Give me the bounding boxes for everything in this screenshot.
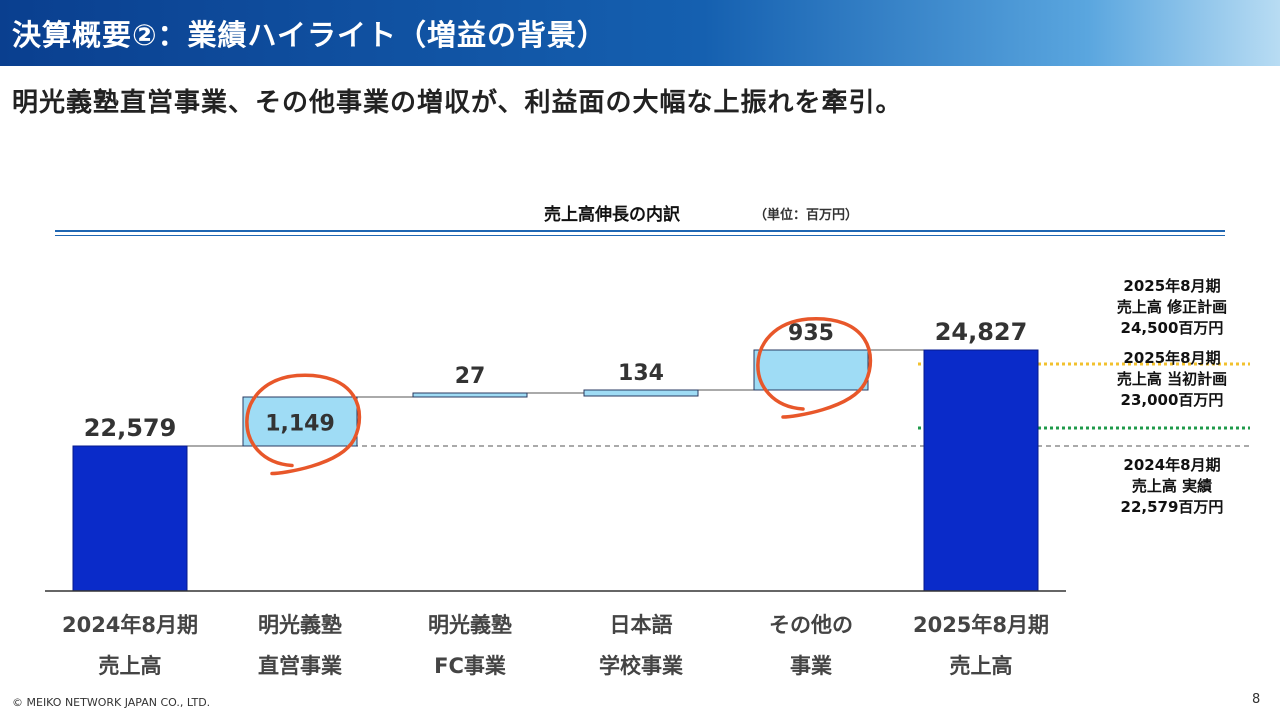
bar	[242, 396, 358, 447]
note-line: 2025年8月期	[1123, 349, 1221, 367]
title-rule	[55, 230, 1225, 232]
data-label: 1,149	[265, 412, 335, 437]
note-line: 22,579百万円	[1120, 498, 1224, 516]
category-label: 明光義塾	[258, 613, 342, 637]
highlight-ellipse	[756, 317, 873, 419]
bar	[583, 389, 699, 397]
header-bar: 決算概要②：業績ハイライト（増益の背景）	[0, 0, 1280, 66]
category-label: FC事業	[434, 654, 507, 678]
note-line: 23,000百万円	[1120, 391, 1224, 409]
category-label: 直営事業	[258, 654, 343, 678]
page-title: 決算概要②：業績ハイライト（増益の背景）	[12, 18, 607, 52]
chart-unit: （単位：百万円）	[754, 208, 859, 223]
title-rule-secondary	[55, 235, 1225, 236]
bar	[72, 445, 188, 592]
category-label: 売上高	[950, 654, 1013, 678]
bar	[923, 349, 1039, 592]
data-label: 134	[618, 361, 664, 386]
note-line: 24,500百万円	[1120, 319, 1224, 337]
data-label: 24,827	[935, 318, 1028, 346]
data-label: 27	[455, 364, 486, 389]
highlight-ellipse	[245, 373, 362, 476]
bar	[753, 349, 869, 391]
slide-subtitle: 明光義塾直営事業、その他事業の増収が、利益面の大幅な上振れを牽引。	[12, 88, 903, 118]
category-label: 売上高	[99, 654, 162, 678]
note-line: 売上高 当初計画	[1116, 370, 1228, 388]
category-label: 事業	[790, 654, 833, 678]
copyright: © MEIKO NETWORK JAPAN CO., LTD.	[12, 696, 211, 709]
note-revised-plan: 2025年8月期 売上高 修正計画 24,500百万円	[1087, 276, 1257, 339]
category-label: 学校事業	[599, 654, 684, 678]
note-line: 2024年8月期	[1123, 456, 1221, 474]
chart-title: 売上高伸長の内訳	[544, 205, 680, 225]
note-initial-plan: 2025年8月期 売上高 当初計画 23,000百万円	[1087, 348, 1257, 411]
data-label: 22,579	[84, 414, 177, 442]
category-label: その他の	[769, 613, 853, 637]
bar	[412, 392, 528, 398]
category-label: 2024年8月期	[62, 613, 198, 637]
note-line: 売上高 実績	[1131, 477, 1213, 495]
category-label: 日本語	[610, 613, 673, 637]
note-line: 売上高 修正計画	[1116, 298, 1228, 316]
note-prior-actual: 2024年8月期 売上高 実績 22,579百万円	[1087, 455, 1257, 518]
data-label: 935	[788, 321, 834, 346]
note-line: 2025年8月期	[1123, 277, 1221, 295]
category-label: 明光義塾	[428, 613, 512, 637]
category-label: 2025年8月期	[913, 613, 1049, 637]
page-number: 8	[1252, 692, 1261, 707]
